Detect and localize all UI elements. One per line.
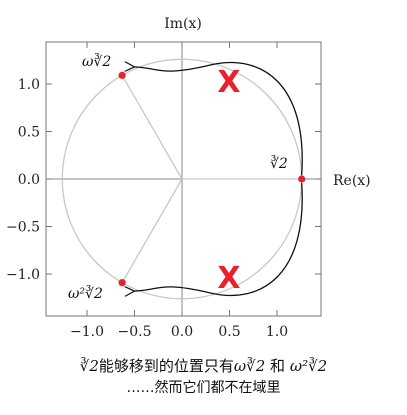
point-omega-squared-cube-root-2 (118, 279, 126, 287)
caption-line-1: ∛2能够移到的位置只有ω∛2 和 ω²∛2 (0, 355, 407, 376)
caption-and: 和 (270, 357, 286, 375)
y-tick-label: −0.5 (6, 220, 40, 236)
arrow-curve-lower (135, 182, 303, 295)
point-label-omega-squared-cube-root-2: ω²∛2 (68, 285, 103, 302)
y-tick-label: 0.0 (18, 172, 40, 188)
point-label-cube-root-2: ∛2 (270, 155, 288, 172)
point-label-omega-cube-root-2: ω∛2 (82, 53, 111, 70)
y-tick-label: −1.0 (6, 267, 40, 283)
x-tick-labels: −1.0 −0.5 0.0 0.5 1.0 (70, 324, 288, 340)
x-tick-label: −1.0 (70, 324, 104, 340)
caption-cube-root-2: ∛2 (79, 357, 99, 375)
point-omega-cube-root-2 (118, 71, 126, 79)
caption-text-1: 能够移到的位置只有 (98, 357, 234, 375)
y-tick-labels: 1.0 0.5 0.0 −0.5 −1.0 (6, 77, 40, 283)
caption-omega-root: ω∛2 (233, 357, 266, 375)
x-tick-label: 1.0 (266, 324, 288, 340)
caption-line-2: ……然而它们都不在域里 (126, 380, 281, 396)
x-axis-title: Re(x) (333, 173, 371, 189)
y-tick-label: 0.5 (18, 125, 40, 141)
radius-omega-cube-root-2 (121, 75, 183, 180)
caption-omega-squared-root: ω²∛2 (289, 357, 328, 375)
y-tick-label: 1.0 (18, 77, 40, 93)
arrow-curve-upper (135, 63, 303, 176)
x-tick-label: −0.5 (118, 324, 152, 340)
frame-ticks (46, 42, 321, 316)
point-marks (118, 71, 306, 287)
point-cube-root-2 (298, 175, 306, 183)
y-axis-title: Im(x) (164, 16, 202, 32)
x-tick-label: 0.5 (218, 324, 240, 340)
x-tick-label: 0.0 (171, 324, 193, 340)
radius-omega-squared-cube-root-2 (121, 178, 183, 283)
cross-mark-lower: X (217, 261, 240, 296)
cross-mark-upper: X (217, 65, 240, 100)
radii (121, 75, 302, 283)
